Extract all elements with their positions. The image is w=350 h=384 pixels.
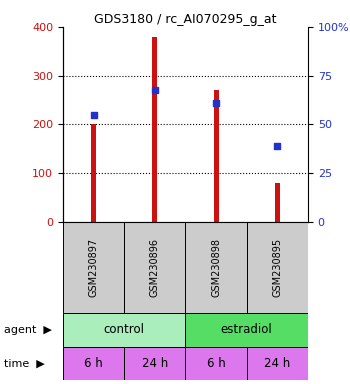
Bar [152, 36, 157, 222]
Bar [275, 183, 280, 222]
Point [213, 100, 219, 106]
Text: control: control [104, 323, 145, 336]
Text: time  ▶: time ▶ [4, 358, 44, 368]
Text: agent  ▶: agent ▶ [4, 325, 51, 335]
Text: estradiol: estradiol [221, 323, 273, 336]
Bar [186, 222, 247, 313]
Bar [247, 222, 308, 313]
Title: GDS3180 / rc_AI070295_g_at: GDS3180 / rc_AI070295_g_at [94, 13, 277, 26]
Bar [63, 222, 124, 313]
Bar [247, 347, 308, 380]
Point [91, 111, 97, 118]
Text: GSM230895: GSM230895 [272, 238, 282, 297]
Bar [63, 347, 124, 380]
Point [274, 143, 280, 149]
Text: GSM230898: GSM230898 [211, 238, 221, 297]
Bar [63, 313, 186, 347]
Text: 6 h: 6 h [207, 357, 225, 370]
Point [152, 87, 158, 93]
Bar [124, 222, 186, 313]
Text: 24 h: 24 h [264, 357, 290, 370]
Text: GSM230897: GSM230897 [89, 238, 99, 297]
Bar [186, 313, 308, 347]
Text: 24 h: 24 h [142, 357, 168, 370]
Bar [186, 347, 247, 380]
Bar [214, 90, 218, 222]
Bar [91, 124, 96, 222]
Bar [124, 347, 186, 380]
Text: GSM230896: GSM230896 [150, 238, 160, 297]
Text: 6 h: 6 h [84, 357, 103, 370]
